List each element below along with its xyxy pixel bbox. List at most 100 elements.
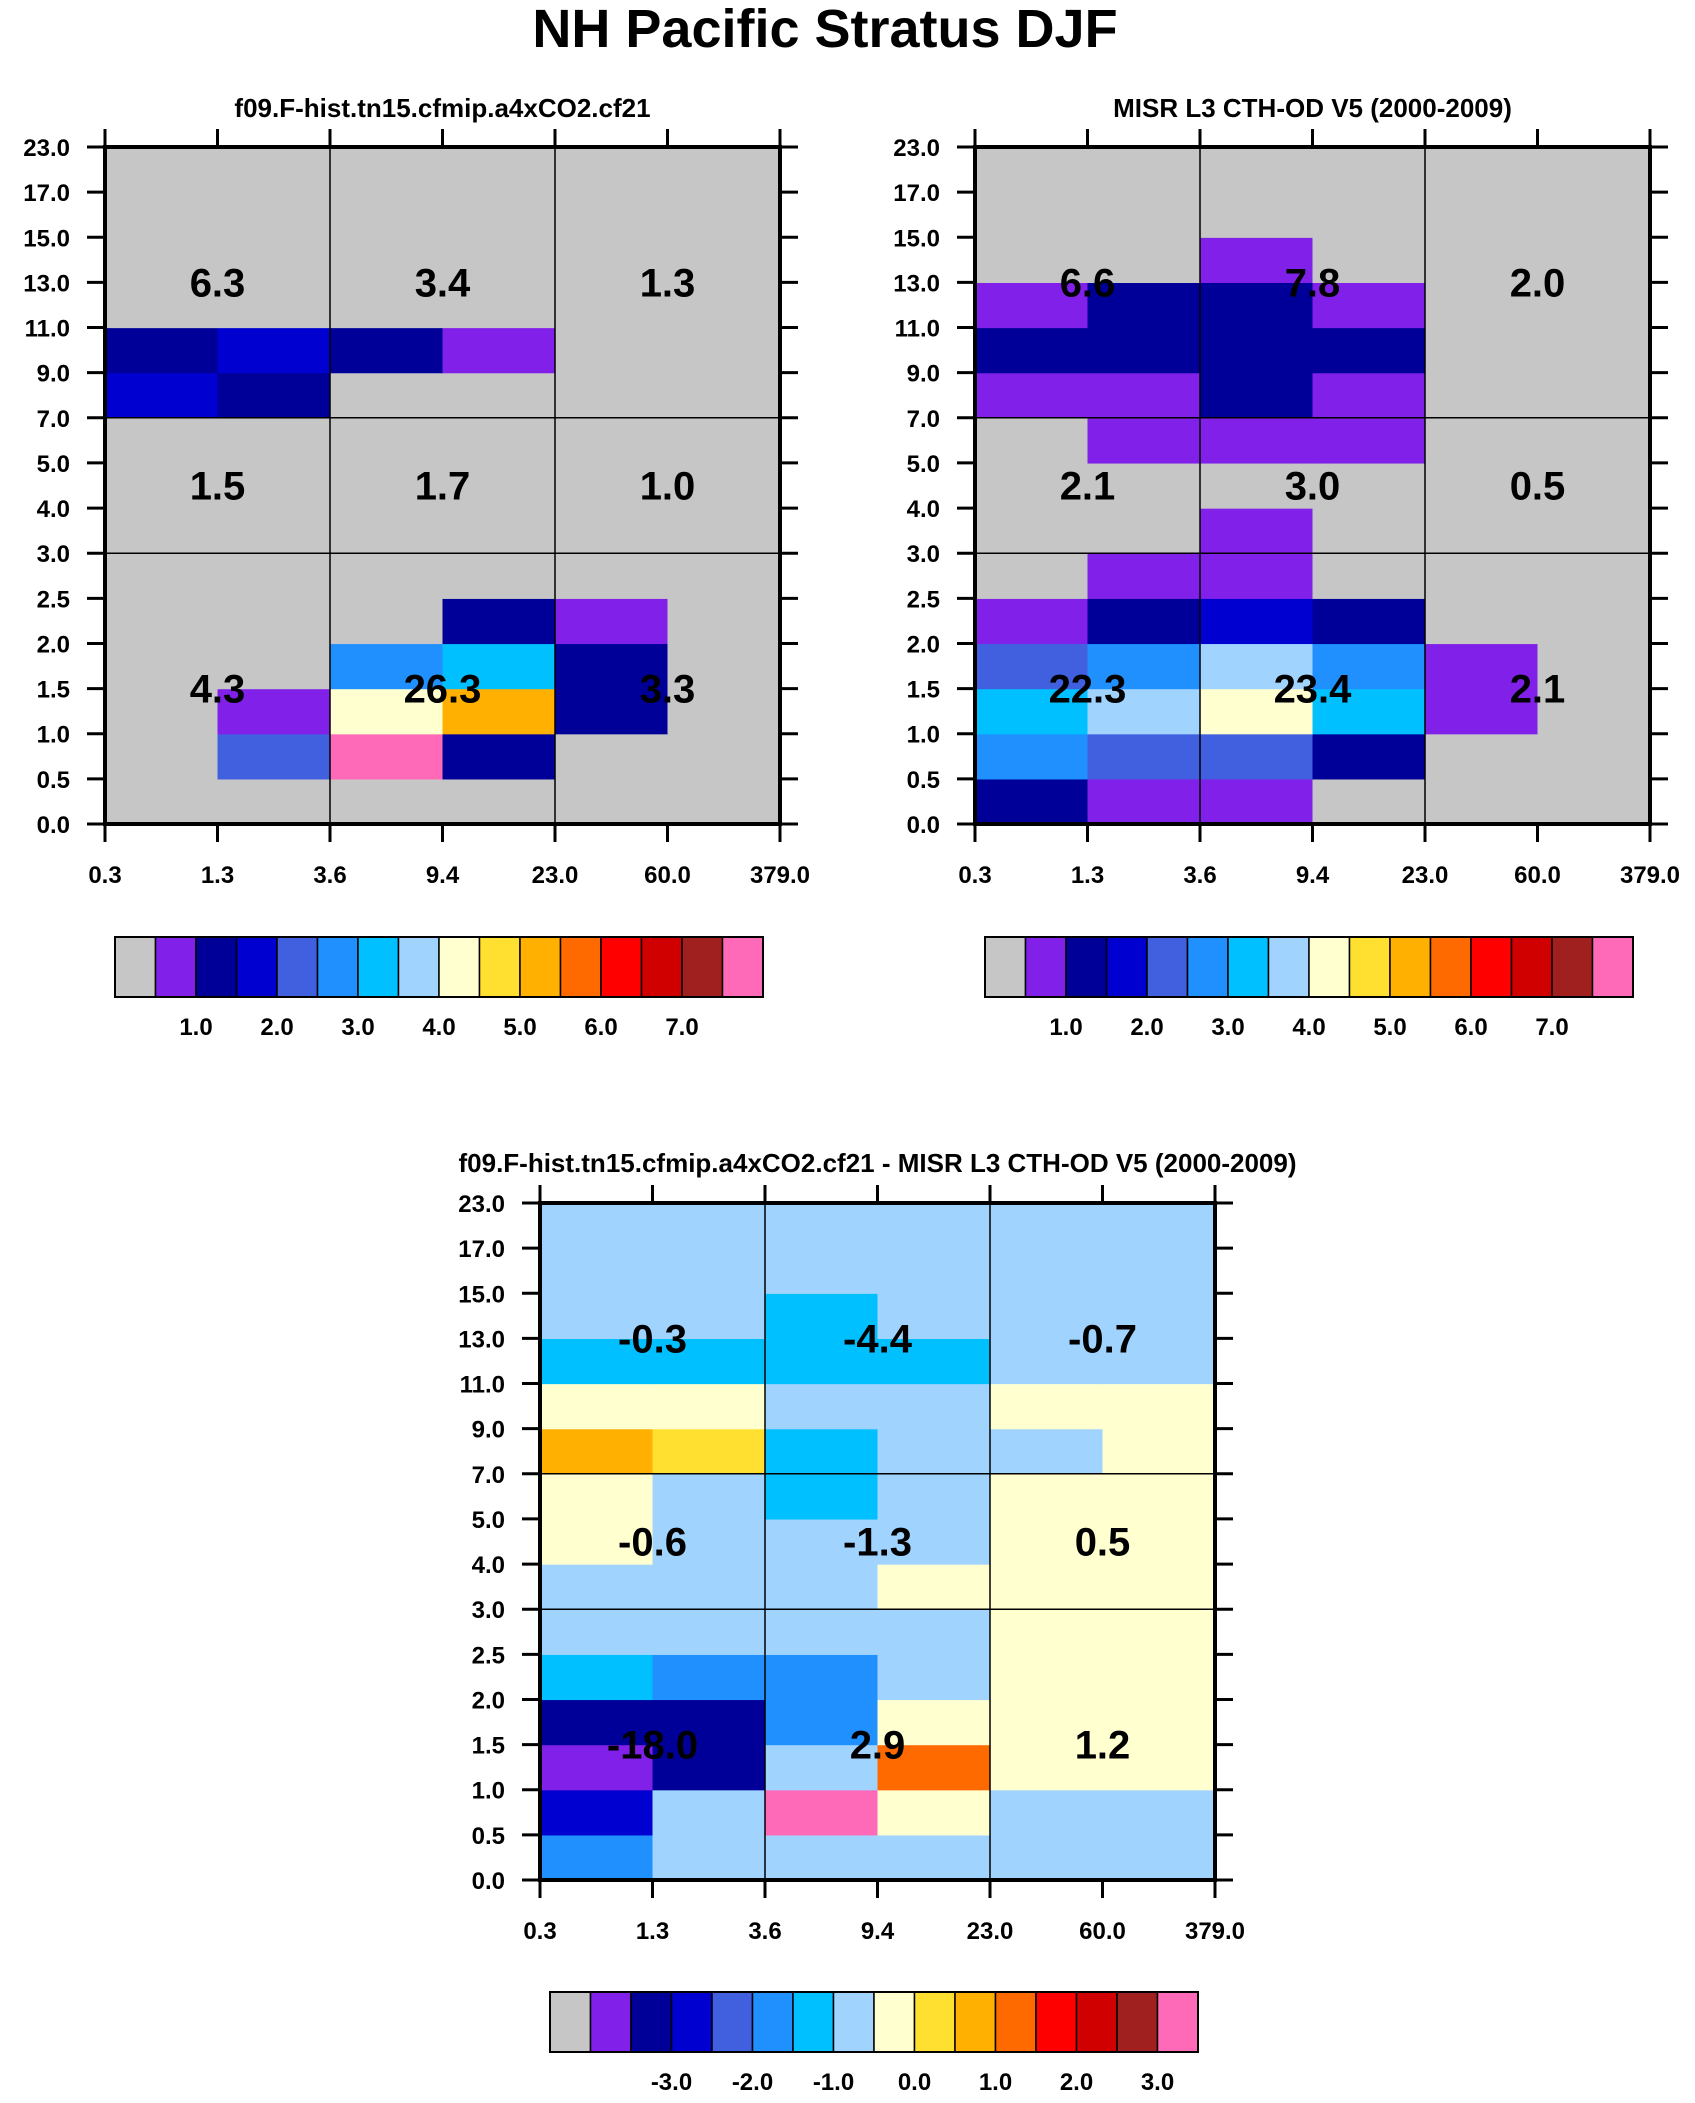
heatmap-cell [1425, 147, 1539, 193]
heatmap-cell [105, 237, 219, 283]
heatmap-cell [765, 1428, 879, 1475]
heatmap-cell [667, 508, 781, 554]
heatmap-cell [540, 1383, 654, 1430]
heatmap-cell [975, 462, 1089, 509]
colorbar-box [1510, 936, 1553, 998]
heatmap-cell [877, 1203, 991, 1249]
heatmap-cell [667, 462, 781, 509]
heatmap-cell [1425, 778, 1539, 825]
heatmap-cell [667, 643, 781, 690]
heatmap-cell [555, 237, 669, 283]
heatmap-cell [1312, 372, 1426, 419]
x-tick-label: 23.0 [967, 1918, 1014, 1945]
heatmap-cell [1087, 237, 1201, 283]
heatmap-cell [330, 327, 444, 374]
y-tick-label: 7.0 [472, 1462, 505, 1489]
heatmap-cell [1102, 1473, 1216, 1520]
heatmap-cell [1200, 192, 1314, 238]
heatmap-cell [652, 1248, 766, 1294]
heatmap-cell [877, 1473, 991, 1520]
heatmap-cell [652, 1428, 766, 1475]
heatmap-cell [217, 643, 331, 690]
y-tick-label: 0.0 [472, 1868, 505, 1895]
heatmap-cell [217, 237, 331, 283]
colorbar-label: 5.0 [1373, 1014, 1406, 1041]
colorbar-box [195, 936, 238, 998]
x-tick-label: 60.0 [644, 862, 691, 889]
y-tick-label: 11.0 [460, 1372, 505, 1399]
heatmap-cell [105, 417, 219, 464]
heatmap-cell [1200, 417, 1314, 464]
colorbar-label: 2.0 [260, 1014, 293, 1041]
heatmap-cell [990, 1609, 1104, 1655]
panel-model: f09.F-hist.tn15.cfmip.a4xCO2.cf21 0.0 0.5 1… [23, 93, 810, 1041]
region-value-label: 6.6 [1060, 261, 1116, 305]
y-tick-label: 13.0 [893, 270, 940, 297]
heatmap-cell [652, 1789, 766, 1836]
heatmap-cell [540, 1473, 654, 1520]
heatmap-cell [330, 733, 444, 780]
heatmap-cell [330, 282, 444, 329]
colorbar-box [1105, 936, 1148, 998]
y-tick-label: 5.0 [907, 451, 940, 478]
heatmap-cell [1425, 192, 1539, 238]
heatmap-cell [555, 643, 669, 690]
heatmap-cell [877, 1338, 991, 1385]
heatmap-cell [1102, 1834, 1216, 1881]
heatmap-cell [442, 733, 556, 780]
heatmap-cell [652, 1473, 766, 1520]
heatmap-cell [1102, 1518, 1216, 1565]
heatmap-cell [442, 688, 556, 735]
heatmap-cell [1425, 598, 1539, 645]
colorbar-box [1591, 936, 1634, 998]
heatmap-cell [442, 372, 556, 419]
heatmap-cell [555, 417, 669, 464]
heatmap-cell [1537, 327, 1651, 374]
y-tick-label: 1.0 [37, 722, 70, 749]
heatmap-cell [667, 237, 781, 283]
heatmap-cell [877, 1744, 991, 1791]
heatmap-cell [667, 282, 781, 329]
heatmap-cell [217, 372, 331, 419]
region-value-label: 1.0 [640, 465, 696, 509]
heatmap-cell [877, 1789, 991, 1836]
colorbar-box [1389, 936, 1432, 998]
x-tick-label: 9.4 [1296, 862, 1330, 889]
heatmap-cell [877, 1654, 991, 1701]
heatmap-cell [1087, 598, 1201, 645]
heatmap-cell [330, 417, 444, 464]
region-value-label: 4.3 [190, 668, 246, 712]
heatmap-cell [990, 1564, 1104, 1610]
colorbar-label: 7.0 [665, 1014, 698, 1041]
colorbar-label: -3.0 [651, 2069, 692, 2096]
heatmap-cell [765, 1338, 879, 1385]
x-tick-label: 1.3 [636, 1918, 669, 1945]
heatmap-cell [1537, 643, 1651, 690]
colorbar-label: 4.0 [422, 1014, 455, 1041]
heatmap-cell [877, 1609, 991, 1655]
region-value-label: 6.3 [190, 261, 246, 305]
heatmap-cell [990, 1338, 1104, 1385]
heatmap-cell [765, 1203, 879, 1249]
heatmap-cell [1102, 1203, 1216, 1249]
heatmap-cell [105, 192, 219, 238]
heatmap-cell [1102, 1248, 1216, 1294]
heatmap-cell [1537, 508, 1651, 554]
heatmap-cell [1537, 192, 1651, 238]
colorbar-label: 6.0 [584, 1014, 617, 1041]
heatmap-cell [877, 1564, 991, 1610]
colorbar-box [984, 936, 1027, 998]
y-tick-label: 2.0 [472, 1687, 505, 1714]
heatmap-cell [217, 508, 331, 554]
heatmap-cell [1425, 417, 1539, 464]
figure-title: NH Pacific Stratus DJF [532, 0, 1117, 59]
heatmap-cell [667, 147, 781, 193]
heatmap-cell [330, 237, 444, 283]
heatmap-cell [975, 778, 1089, 825]
heatmap-cell [1537, 778, 1651, 825]
heatmap-cell [1200, 778, 1314, 825]
heatmap-cell [1312, 643, 1426, 690]
region-value-label: 0.5 [1075, 1521, 1131, 1565]
colorbar-box [1267, 936, 1310, 998]
